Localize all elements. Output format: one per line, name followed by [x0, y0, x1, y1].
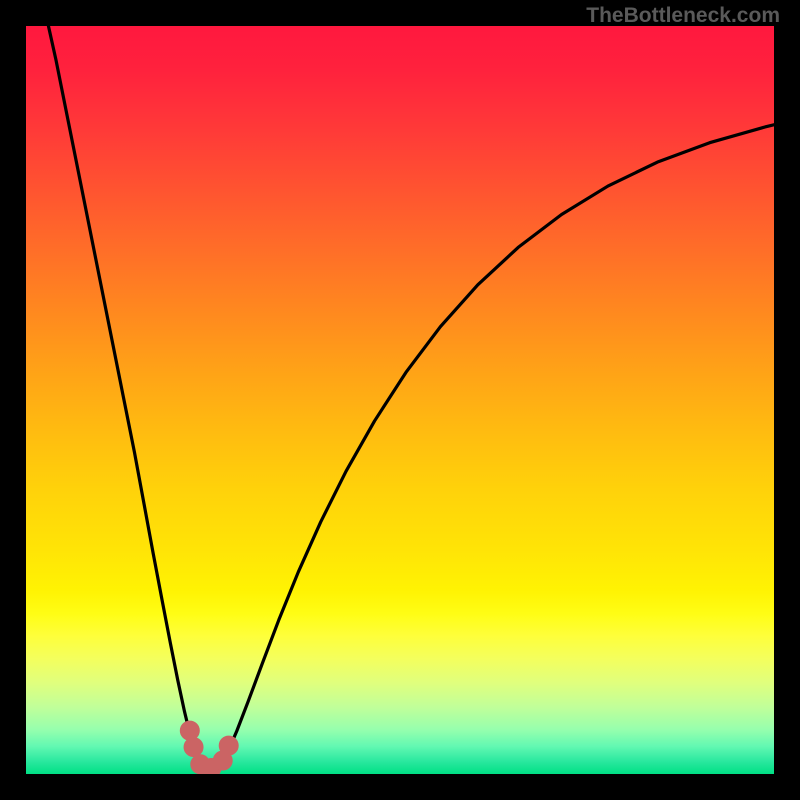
plot-area: [26, 26, 774, 774]
curve-marker: [219, 736, 238, 755]
chart-svg: [26, 26, 774, 774]
watermark-label: TheBottleneck.com: [586, 4, 780, 28]
gradient-background: [26, 26, 774, 774]
curve-marker: [184, 738, 203, 757]
curve-marker: [180, 721, 199, 740]
